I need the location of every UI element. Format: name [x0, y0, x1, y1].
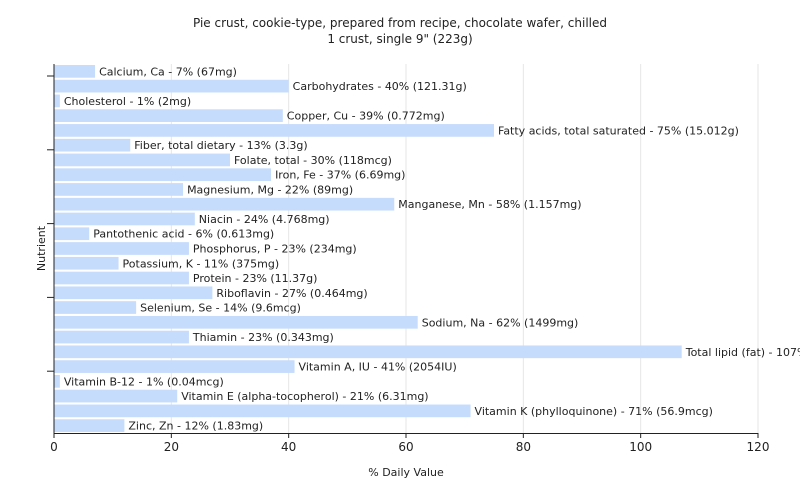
- bar: [54, 286, 213, 300]
- bar: [54, 138, 131, 152]
- bar: [54, 65, 96, 78]
- bar-label: Thiamin - 23% (0.343mg): [192, 331, 334, 344]
- bar-label: Carbohydrates - 40% (121.31g): [293, 80, 467, 93]
- bar-label: Folate, total - 30% (118mcg): [234, 154, 392, 167]
- bar: [54, 315, 418, 329]
- bar-label: Riboflavin - 27% (0.464mg): [216, 287, 367, 300]
- bar: [54, 389, 178, 403]
- bar-label: Magnesium, Mg - 22% (89mg): [187, 183, 353, 196]
- x-axis-label: % Daily Value: [368, 466, 444, 479]
- bar: [54, 94, 60, 108]
- bar: [54, 212, 195, 226]
- bars: [54, 65, 682, 432]
- x-tick-label: 100: [629, 440, 652, 454]
- bar-labels: Calcium, Ca - 7% (67mg) Carbohydrates - 4…: [64, 65, 800, 432]
- y-axis-label: Nutrient: [35, 225, 48, 271]
- bar-label: Selenium, Se - 14% (9.6mcg): [140, 302, 301, 315]
- bar: [54, 227, 90, 241]
- bar: [54, 109, 283, 123]
- bar-label: Vitamin E (alpha-tocopherol) - 21% (6.31…: [181, 390, 428, 403]
- bar: [54, 197, 395, 211]
- bar: [54, 419, 125, 432]
- bar-label: Protein - 23% (11.37g): [193, 272, 318, 285]
- bar: [54, 168, 272, 182]
- bar: [54, 360, 295, 373]
- x-tick-label: 60: [398, 440, 413, 454]
- bar: [54, 374, 60, 388]
- bar-label: Manganese, Mn - 58% (1.157mg): [398, 198, 581, 211]
- bar-label: Fatty acids, total saturated - 75% (15.0…: [498, 124, 739, 137]
- bar-label: Copper, Cu - 39% (0.772mg): [287, 110, 445, 123]
- bar-label: Phosphorus, P - 23% (234mg): [193, 243, 357, 256]
- bar: [54, 79, 289, 93]
- bar-label: Vitamin B-12 - 1% (0.04mcg): [64, 375, 224, 388]
- x-tick-label: 120: [747, 440, 770, 454]
- chart-subtitle: 1 crust, single 9" (223g): [327, 32, 473, 46]
- x-tick-label: 20: [164, 440, 179, 454]
- x-tick-label: 80: [516, 440, 531, 454]
- bar-label: Potassium, K - 11% (375mg): [123, 257, 280, 270]
- bar: [54, 242, 189, 255]
- bar-label: Pantothenic acid - 6% (0.613mg): [93, 228, 274, 241]
- bar: [54, 404, 471, 418]
- bar-label: Zinc, Zn - 12% (1.83mg): [128, 420, 263, 433]
- bar-label: Sodium, Na - 62% (1499mg): [422, 316, 579, 329]
- axes: 0 20 40 60 80 100 120: [47, 64, 769, 454]
- bar-label: Calcium, Ca - 7% (67mg): [99, 65, 237, 78]
- bar-label: Fiber, total dietary - 13% (3.3g): [134, 139, 307, 152]
- x-tick-label: 0: [50, 440, 58, 454]
- bar: [54, 153, 230, 167]
- bar: [54, 124, 494, 137]
- bar: [54, 183, 184, 196]
- bar-label: Niacin - 24% (4.768mg): [199, 213, 330, 226]
- bar-label: Vitamin K (phylloquinone) - 71% (56.9mcg…: [475, 405, 713, 418]
- bar: [54, 345, 682, 359]
- x-tick-label: 40: [281, 440, 296, 454]
- bar: [54, 256, 119, 270]
- bar-label: Total lipid (fat) - 107% (69.35g): [685, 346, 800, 359]
- bar-label: Iron, Fe - 37% (6.69mg): [275, 169, 405, 182]
- chart-title-block: Pie crust, cookie-type, prepared from re…: [0, 15, 800, 47]
- chart-title: Pie crust, cookie-type, prepared from re…: [192, 16, 608, 30]
- bar: [54, 271, 189, 285]
- bar: [54, 301, 137, 314]
- bar-label: Vitamin A, IU - 41% (2054IU): [299, 361, 457, 374]
- bar: [54, 330, 189, 344]
- bar-label: Cholesterol - 1% (2mg): [64, 95, 191, 108]
